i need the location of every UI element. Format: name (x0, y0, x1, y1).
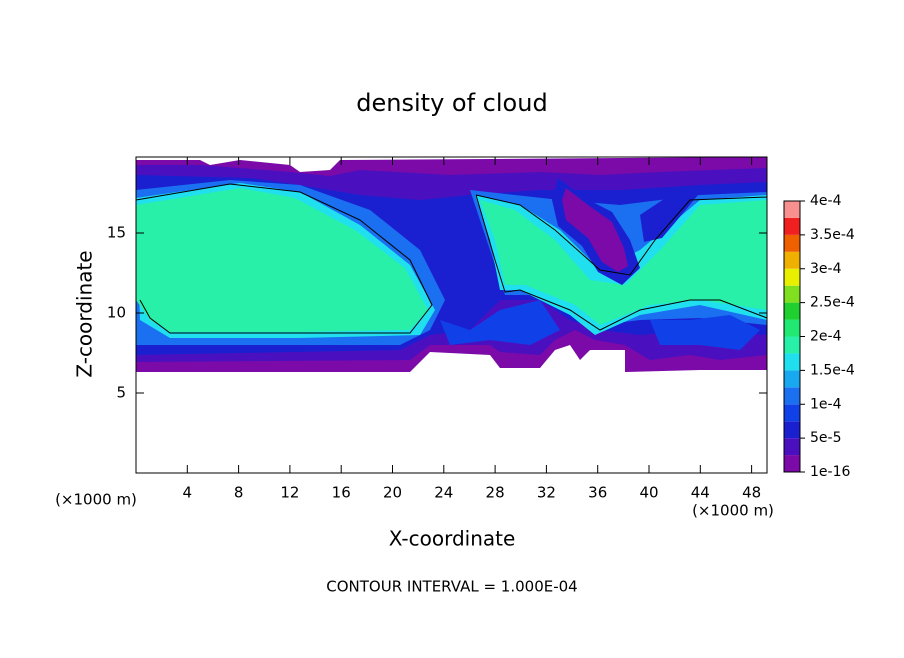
contour-region (136, 188, 428, 332)
colorbar-label: 3e-4 (810, 261, 842, 277)
contour-region (650, 315, 760, 350)
contour-line (475, 194, 768, 276)
colorbar-band (784, 404, 800, 422)
colorbar-band (784, 353, 800, 371)
contour-line (135, 183, 433, 334)
x-tick-label: 24 (434, 484, 453, 502)
contour-region (562, 188, 628, 272)
y-tick-label: 15 (107, 224, 126, 242)
colorbar-band (784, 319, 800, 337)
y-axis-label: Z-coordinate (73, 250, 97, 377)
footer: CONTOUR INTERVAL = 1.000E-04 (326, 578, 577, 596)
colorbar-label: 4e-4 (810, 193, 842, 209)
y-tick-label: 10 (107, 304, 126, 322)
plot-frame (135, 156, 768, 474)
x-unit: (×1000 m) (692, 502, 774, 520)
colorbar-band (784, 201, 800, 218)
colorbar-label: 2.5e-4 (810, 295, 855, 311)
colorbar-band (784, 285, 800, 303)
x-tick-label: 48 (742, 484, 761, 502)
colorbar-band (784, 251, 800, 269)
colorbar-band (784, 438, 800, 456)
chart-title: density of cloud (356, 89, 547, 117)
colorbar-label: 5e-5 (810, 430, 841, 446)
x-tick-label: 32 (537, 484, 556, 502)
colorbar-band (784, 421, 800, 439)
y-unit: (×1000 m) (55, 491, 137, 509)
colorbar-label: 1e-4 (810, 396, 842, 412)
x-tick-label: 40 (639, 484, 658, 502)
colorbar-band (784, 217, 800, 235)
colorbar-band (784, 455, 800, 472)
colorbar-band (784, 336, 800, 354)
contour-region (440, 300, 560, 345)
y-tick-label: 5 (116, 384, 126, 402)
contour-region (480, 200, 767, 325)
x-tick-label: 36 (588, 484, 607, 502)
colorbar-band (784, 302, 800, 320)
contour-line (475, 194, 768, 331)
colorbar-band (784, 268, 800, 286)
colorbar-band (784, 370, 800, 388)
x-tick-label: 44 (691, 484, 710, 502)
x-tick-label: 28 (486, 484, 505, 502)
contour-region (640, 190, 702, 242)
colorbar-band (784, 234, 800, 252)
colorbar-label: 1.5e-4 (810, 362, 855, 378)
colorbar-label: 3.5e-4 (810, 227, 855, 243)
colorbar-band (784, 387, 800, 405)
x-tick-label: 8 (234, 484, 244, 502)
x-tick-label: 20 (383, 484, 402, 502)
colorbar-label: 1e-16 (810, 464, 850, 480)
x-tick-label: 4 (183, 484, 193, 502)
x-axis-label: X-coordinate (389, 527, 516, 551)
x-tick-label: 12 (280, 484, 299, 502)
x-tick-label: 16 (332, 484, 351, 502)
colorbar-label: 2e-4 (810, 329, 842, 345)
